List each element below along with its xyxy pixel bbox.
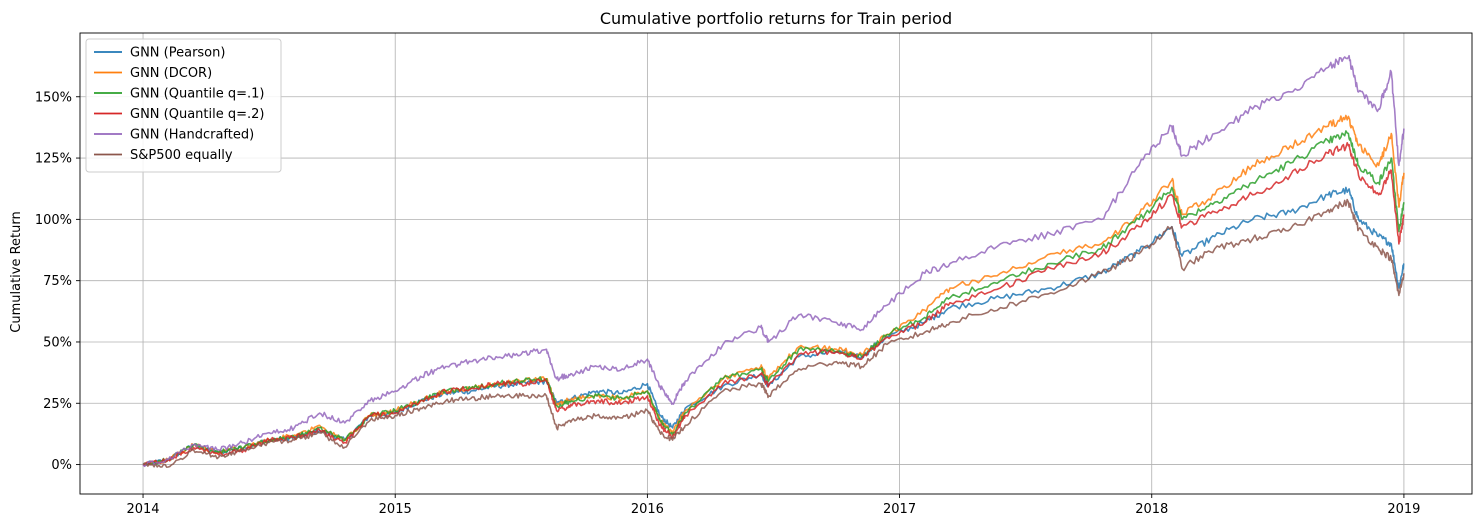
y-tick-label: 75% (43, 274, 72, 289)
y-tick-label: 50% (43, 335, 72, 350)
legend-label-0: GNN (Pearson) (130, 46, 225, 61)
plot-frame (79, 32, 1473, 495)
axes: 2014 2015 2016 2017 2018 2019 0% 25% 50% 75% 100% 1… (35, 32, 1473, 517)
y-tick-label: 100% (35, 213, 72, 228)
legend-label-1: GNN (DCOR) (130, 66, 212, 81)
legend: GNN (Pearson) GNN (DCOR) GNN (Quantile q=.… (85, 38, 282, 173)
legend-label-4: GNN (Handcrafted) (130, 128, 254, 143)
y-axis-label: Cumulative Return (9, 211, 24, 332)
x-tick-label: 2018 (1135, 502, 1168, 517)
legend-box (85, 38, 282, 173)
x-tick-label: 2016 (631, 502, 664, 517)
series-line-3 (142, 142, 1405, 467)
x-tick-label: 2014 (126, 502, 159, 517)
legend-label-3: GNN (Quantile q=.2) (130, 107, 264, 122)
y-tick-label: 25% (43, 397, 72, 412)
y-tick-label: 125% (35, 152, 72, 167)
x-tick-label: 2019 (1387, 502, 1420, 517)
series-line-0 (142, 186, 1405, 466)
series-line-5 (142, 198, 1405, 469)
series-line-4 (142, 54, 1405, 468)
series-lines (142, 54, 1405, 469)
x-tick-label: 2015 (379, 502, 412, 517)
x-tick-label: 2017 (883, 502, 916, 517)
legend-label-2: GNN (Quantile q=.1) (130, 87, 264, 102)
chart-title: Cumulative portfolio returns for Train p… (600, 9, 952, 28)
series-line-1 (142, 114, 1405, 466)
series-line-2 (142, 130, 1405, 466)
legend-label-5: S&P500 equally (130, 148, 233, 163)
grid (80, 33, 1472, 494)
y-tick-label: 0% (51, 458, 72, 473)
y-tick-label: 150% (35, 90, 72, 105)
